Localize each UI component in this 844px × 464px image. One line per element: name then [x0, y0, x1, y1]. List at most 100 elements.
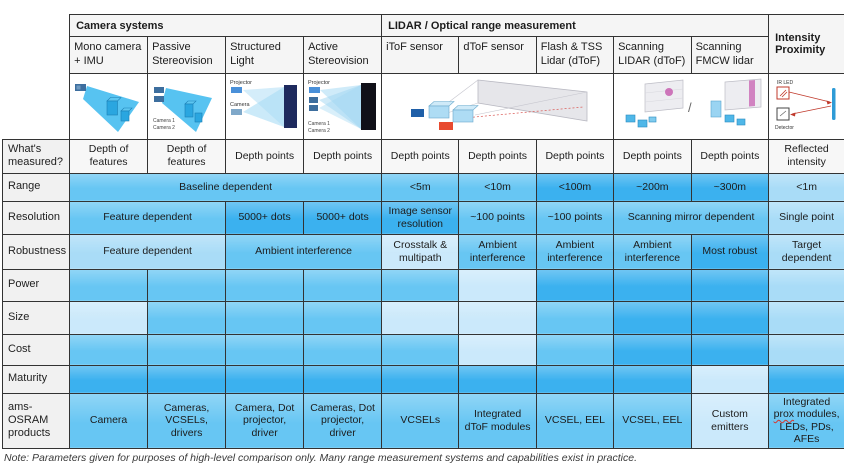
cell: Ambient interference: [613, 233, 692, 270]
cell: <5m: [381, 172, 460, 202]
cell: [768, 364, 844, 394]
cell: [458, 333, 537, 366]
cell: [535, 333, 615, 366]
cell: [458, 268, 537, 302]
cell: [381, 333, 460, 366]
diagram-tof-sensors: [381, 72, 615, 140]
cell: Depth points: [381, 138, 460, 174]
footnote: Note: Parameters given for purposes of h…: [4, 451, 638, 464]
cell: [768, 300, 844, 335]
cell: [613, 333, 692, 366]
scanning-lidar-diagram-image: /: [625, 78, 762, 128]
cell: ~300m: [690, 172, 770, 202]
cell: Cameras, VCSELs, drivers: [147, 392, 227, 449]
cell: Most robust: [690, 233, 770, 270]
cell: [303, 300, 383, 335]
row-label-range: Range: [1, 172, 71, 202]
cell: Integrated dToF modules: [458, 392, 537, 449]
cell: Depth points: [458, 138, 537, 174]
mono-camera-diagram-image: [75, 84, 140, 132]
row-label-robustness: Robustness: [1, 233, 71, 270]
cell: Camera, Dot projector, driver: [225, 392, 305, 449]
cell: Depth points: [535, 138, 615, 174]
cell: Depth points: [613, 138, 692, 174]
structured-light-diagram-image: Projector Camera: [230, 80, 298, 128]
cell: [690, 300, 770, 335]
cell: Scanning mirror dependent: [613, 200, 770, 235]
cell: [69, 268, 149, 302]
cell: [535, 300, 615, 335]
cell: [147, 333, 227, 366]
cell: ~200m: [613, 172, 692, 202]
cell: [225, 268, 305, 302]
cell: <1m: [768, 172, 844, 202]
cell: Reflected intensity: [768, 138, 844, 174]
cell: Depth of features: [147, 138, 227, 174]
ir-led-label: IR LED: [777, 80, 794, 86]
cell: Feature dependent: [69, 200, 227, 235]
row-label-size: Size: [1, 300, 71, 335]
blank-cell: [2, 14, 70, 37]
cell: [147, 364, 227, 394]
cell: [225, 333, 305, 366]
cell: Depth of features: [69, 138, 149, 174]
row-label-maturity: Maturity: [1, 364, 71, 394]
row-label-cost: Cost: [1, 333, 71, 366]
column-header-scanning-fmcw: Scanning FMCW lidar: [690, 36, 770, 74]
cell: [613, 268, 692, 302]
diagram-scanning-lidar: /: [613, 72, 770, 140]
cell-integrated-prox: Integrated prox modules, LEDs, PDs, AFEs: [768, 392, 844, 449]
cell: [690, 268, 770, 302]
column-header-active-stereovision: Active Stereovision: [303, 36, 383, 74]
cell: [613, 300, 692, 335]
diagram-mono-camera: [69, 72, 149, 140]
active-projector-label: Projector: [308, 80, 330, 86]
cell: [690, 333, 770, 366]
group-header-lidar: LIDAR / Optical range measurement: [381, 14, 770, 37]
prox-misspelling: prox: [773, 408, 795, 421]
cell: [535, 268, 615, 302]
cell: [768, 268, 844, 302]
cell: [690, 364, 770, 394]
row-label-power: Power: [1, 268, 71, 302]
column-header-structured-light: Structured Light: [225, 36, 305, 74]
active-camera1-label: Camera 1: [308, 121, 330, 127]
cell: Target dependent: [768, 233, 844, 270]
row-label-ams-osram-products: ams-OSRAM products: [1, 392, 71, 449]
column-header-mono-camera: Mono camera + IMU: [69, 36, 149, 74]
cell: Custom emitters: [690, 392, 770, 449]
cell: Depth points: [690, 138, 770, 174]
cell: [225, 364, 305, 394]
cell: Feature dependent: [69, 233, 227, 270]
passive-camera2-label: Camera 2: [153, 125, 175, 131]
diagram-intensity-proximity: IR LED Detector: [768, 72, 844, 140]
comparison-table: Camera systems LIDAR / Optical range mea…: [1, 14, 844, 449]
cell: VCSEL, EEL: [613, 392, 692, 449]
row-label-resolution: Resolution: [1, 200, 71, 235]
cell-text: modules, LEDs, PDs, AFEs: [779, 408, 840, 446]
cell: [535, 364, 615, 394]
column-header-flash-tss-lidar: Flash & TSS Lidar (dToF): [535, 36, 615, 74]
passive-stereovision-diagram-image: Camera 1 Camera 2: [153, 87, 213, 132]
cell: Camera: [69, 392, 149, 449]
cell: [225, 300, 305, 335]
cell: Crosstalk & multipath: [381, 233, 460, 270]
column-header-passive-stereovision: Passive Stereovision: [147, 36, 227, 74]
cell: Baseline dependent: [69, 172, 383, 202]
cell: VCSELs: [381, 392, 460, 449]
row-label-whats-measured: What's measured?: [1, 138, 71, 174]
cell: [458, 300, 537, 335]
cell: [768, 333, 844, 366]
passive-camera1-label: Camera 1: [153, 118, 175, 124]
diagram-passive-stereovision: Camera 1 Camera 2: [147, 72, 227, 140]
cell: Single point: [768, 200, 844, 235]
cell: [69, 333, 149, 366]
cell: [303, 364, 383, 394]
column-header-dtof: dToF sensor: [458, 36, 537, 74]
cell: [613, 364, 692, 394]
structured-projector-label: Projector: [230, 80, 252, 86]
structured-camera-label: Camera: [230, 102, 251, 108]
cell: ~100 points: [535, 200, 615, 235]
column-header-itof: iToF sensor: [381, 36, 460, 74]
intensity-proximity-diagram-image: IR LED Detector: [775, 80, 836, 131]
